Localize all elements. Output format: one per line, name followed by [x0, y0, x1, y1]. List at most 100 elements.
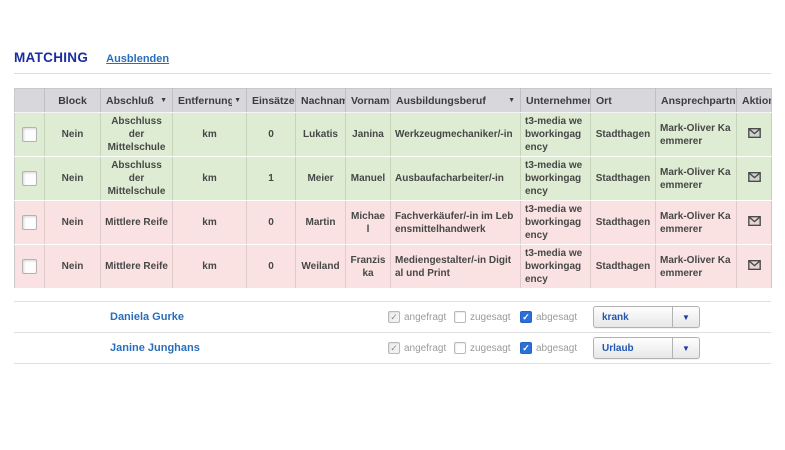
cell-vorname: Janina	[345, 112, 391, 157]
check-icon: ✓	[522, 342, 530, 353]
cell-ansprechpartner: Mark-Oliver Kaemmerer	[655, 156, 737, 201]
zugesagt-item: zugesagt	[454, 311, 520, 323]
cell-ort: Stadthagen	[590, 156, 656, 201]
select-cell	[14, 112, 45, 157]
cell-aktion	[736, 156, 772, 201]
cell-einsaetze: 0	[246, 244, 296, 289]
sort-arrow-icon[interactable]: ▼	[508, 97, 515, 104]
cell-vorname: Michael	[345, 200, 391, 245]
cell-abschluss: Abschluss der Mittelschule	[100, 156, 173, 201]
cell-ausbildungsberuf: Ausbaufacharbeiter/-in	[390, 156, 521, 201]
cell-nachname: Weiland	[295, 244, 346, 289]
cell-aktion	[736, 112, 772, 157]
row-checkbox[interactable]	[22, 171, 37, 186]
cell-entfernung: km	[172, 200, 247, 245]
cell-ausbildungsberuf: Fachverkäufer/-in im Lebensmittelhandwer…	[390, 200, 521, 245]
cell-ansprechpartner: Mark-Oliver Kaemmerer	[655, 200, 737, 245]
check-icon: ✓	[390, 311, 398, 322]
page: MATCHING Ausblenden Block Abschluß ▼ Entf…	[0, 50, 785, 364]
zugesagt-checkbox[interactable]	[454, 342, 466, 354]
abgesagt-checkbox[interactable]: ✓	[520, 311, 532, 323]
mail-icon[interactable]	[747, 215, 761, 226]
cell-einsaetze: 1	[246, 156, 296, 201]
status-dropdown-value: Urlaub	[602, 342, 634, 354]
sort-arrow-icon[interactable]: ▼	[234, 97, 241, 104]
contact-name-link[interactable]: Daniela Gurke	[110, 311, 184, 323]
header-einsaetze: Einsätze	[246, 88, 296, 113]
cell-ort: Stadthagen	[590, 112, 656, 157]
mail-icon[interactable]	[747, 259, 761, 270]
hide-link[interactable]: Ausblenden	[106, 53, 170, 65]
dropdown-arrow-icon[interactable]: ▼	[672, 307, 699, 327]
mail-icon[interactable]	[747, 171, 761, 182]
abgesagt-label: abgesagt	[536, 342, 578, 354]
cell-abschluss: Abschluss der Mittelschule	[100, 112, 173, 157]
cell-entfernung: km	[172, 244, 247, 289]
cell-nachname: Meier	[295, 156, 346, 201]
contact-name-link[interactable]: Janine Junghans	[110, 342, 200, 354]
cell-einsaetze: 0	[246, 112, 296, 157]
cell-abschluss: Mittlere Reife	[100, 244, 173, 289]
abgesagt-item: ✓ abgesagt	[520, 311, 586, 323]
row-checkbox[interactable]	[22, 259, 37, 274]
row-checkbox[interactable]	[22, 215, 37, 230]
header-ausbildungsberuf[interactable]: Ausbildungsberuf ▼	[390, 88, 521, 113]
cell-nachname: Martin	[295, 200, 346, 245]
cell-aktion	[736, 244, 772, 289]
cell-unternehmen: t3-media webworkingagency	[520, 112, 591, 157]
cell-einsaetze: 0	[246, 200, 296, 245]
page-title: MATCHING	[14, 50, 89, 65]
header-nachname: Nachname	[295, 88, 346, 113]
table-row: Nein Abschluss der Mittelschule km 1 Mei…	[14, 156, 772, 201]
status-dropdown-value: krank	[602, 311, 629, 323]
angefragt-label: angefragt	[404, 311, 447, 323]
select-cell	[14, 200, 45, 245]
row-checkbox[interactable]	[22, 127, 37, 142]
cell-ausbildungsberuf: Mediengestalter/-in Digital und Print	[390, 244, 521, 289]
cell-ort: Stadthagen	[590, 200, 656, 245]
title-row: MATCHING Ausblenden	[14, 50, 771, 65]
sort-arrow-icon[interactable]: ▼	[160, 97, 167, 104]
header-entfernung[interactable]: Entfernung ▼	[172, 88, 247, 113]
mail-icon[interactable]	[747, 127, 761, 138]
cell-block: Nein	[44, 244, 101, 289]
check-icon: ✓	[390, 342, 398, 353]
abgesagt-label: abgesagt	[536, 311, 578, 323]
select-cell	[14, 244, 45, 289]
status-dropdown[interactable]: krank ▼	[593, 306, 700, 328]
header-select	[14, 88, 45, 113]
header-unternehmen: Unternehmen	[520, 88, 591, 113]
abgesagt-checkbox[interactable]: ✓	[520, 342, 532, 354]
angefragt-item: ✓ angefragt	[388, 311, 454, 323]
header-block: Block	[44, 88, 101, 113]
cell-ausbildungsberuf: Werkzeugmechaniker/-in	[390, 112, 521, 157]
table-row: Nein Mittlere Reife km 0 Weiland Franzis…	[14, 244, 772, 289]
cell-ansprechpartner: Mark-Oliver Kaemmerer	[655, 244, 737, 289]
cell-block: Nein	[44, 200, 101, 245]
cell-entfernung: km	[172, 156, 247, 201]
table-header-row: Block Abschluß ▼ Entfernung ▼ Einsätze Nac…	[14, 88, 772, 113]
cell-block: Nein	[44, 156, 101, 201]
status-dropdown[interactable]: Urlaub ▼	[593, 337, 700, 359]
cell-block: Nein	[44, 112, 101, 157]
zugesagt-checkbox[interactable]	[454, 311, 466, 323]
angefragt-label: angefragt	[404, 342, 447, 354]
matching-table: Block Abschluß ▼ Entfernung ▼ Einsätze Nac…	[14, 88, 772, 289]
angefragt-checkbox: ✓	[388, 342, 400, 354]
angefragt-checkbox: ✓	[388, 311, 400, 323]
cell-aktion	[736, 200, 772, 245]
header-ansprechpartner: Ansprechpartner	[655, 88, 737, 113]
cell-unternehmen: t3-media webworkingagency	[520, 244, 591, 289]
header-ort: Ort	[590, 88, 656, 113]
zugesagt-label: zugesagt	[470, 342, 511, 354]
table-row: Nein Mittlere Reife km 0 Martin Michael …	[14, 200, 772, 245]
cell-ort: Stadthagen	[590, 244, 656, 289]
header-vorname: Vorname	[345, 88, 391, 113]
cell-vorname: Manuel	[345, 156, 391, 201]
header-abschluss[interactable]: Abschluß ▼	[100, 88, 173, 113]
abgesagt-item: ✓ abgesagt	[520, 342, 586, 354]
title-divider	[14, 73, 771, 74]
cell-nachname: Lukatis	[295, 112, 346, 157]
cell-ansprechpartner: Mark-Oliver Kaemmerer	[655, 112, 737, 157]
dropdown-arrow-icon[interactable]: ▼	[672, 338, 699, 358]
